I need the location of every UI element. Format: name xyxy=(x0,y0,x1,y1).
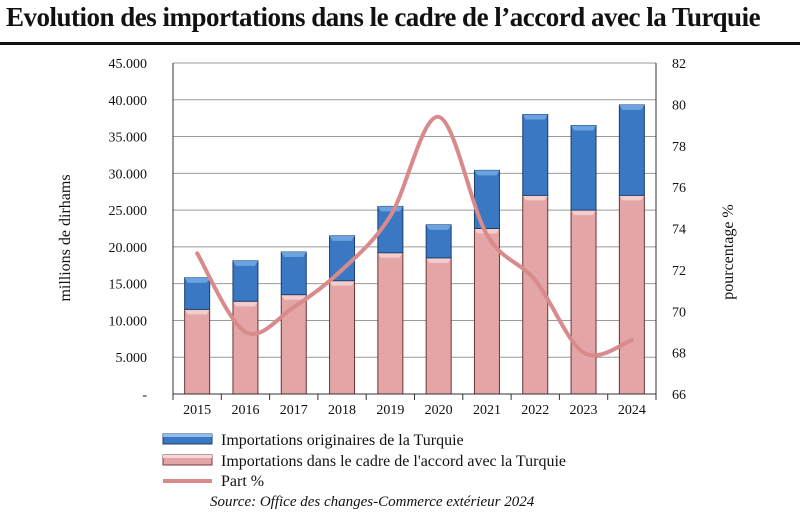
legend-label-part: Part % xyxy=(221,473,264,490)
y-tick-label-left: 10.000 xyxy=(109,314,148,329)
bar-accord-top xyxy=(426,257,452,263)
bar-accord-top xyxy=(571,210,597,216)
x-tick-label: 2022 xyxy=(521,403,549,418)
x-tick-label: 2024 xyxy=(618,403,646,418)
x-tick-label: 2015 xyxy=(183,403,211,418)
bar-originaires xyxy=(618,104,645,196)
y-tick-label-right: 66 xyxy=(672,388,686,403)
y-tick-label-right: 70 xyxy=(672,305,686,320)
y-axis-label-right: pourcentage % xyxy=(720,204,737,300)
axes: - 5.000 10.000 15.000 20.000 25.000 30.000 35.0… xyxy=(109,57,687,418)
x-tick-label: 2023 xyxy=(570,403,598,418)
bar-accord xyxy=(232,300,259,395)
bar-originaires xyxy=(280,251,307,296)
bar-originaires-top xyxy=(474,170,500,176)
bar-originaires-top xyxy=(571,125,597,131)
x-tick-label: 2018 xyxy=(328,403,356,418)
y-tick-label-left: 35.000 xyxy=(109,131,148,146)
bar-accord-top xyxy=(522,195,548,201)
y-tick-label-left: 20.000 xyxy=(109,241,148,256)
part-line-group xyxy=(195,114,634,358)
bar-accord-top xyxy=(281,294,307,300)
bar-originaires xyxy=(184,277,211,310)
bar-originaires-top xyxy=(426,224,452,230)
bar-accord xyxy=(184,308,211,395)
x-tick-label: 2016 xyxy=(231,403,259,418)
bar-accord-top xyxy=(184,309,210,315)
y-tick-label-left: - xyxy=(142,388,147,403)
y-tick-label-right: 76 xyxy=(672,181,686,196)
bar-accord xyxy=(570,209,597,395)
legend-label-accord: Importations dans le cadre de l'accord a… xyxy=(221,453,566,470)
bar-accord xyxy=(280,294,307,395)
bar-originaires xyxy=(425,224,452,259)
y-tick-label-right: 74 xyxy=(672,223,686,238)
bar-originaires xyxy=(329,235,356,282)
y-tick-label-left: 30.000 xyxy=(109,167,148,182)
y-tick-label-left: 40.000 xyxy=(109,94,148,109)
y-axis-label-left: millions de dirhams xyxy=(57,174,74,301)
bar-accord xyxy=(473,228,500,395)
bar-originaires xyxy=(570,125,597,211)
bar-originaires-top xyxy=(281,252,307,258)
bar-originaires xyxy=(232,260,259,302)
bar-originaires xyxy=(522,113,549,196)
legend-swatch-accord-highlight xyxy=(163,455,212,458)
legend-label-originaires: Importations originaires de la Turquie xyxy=(221,432,464,449)
legend: Importations originaires de la Turquie I… xyxy=(162,432,566,490)
y-tick-label-right: 80 xyxy=(672,98,686,113)
legend-swatch-originaires-highlight xyxy=(163,434,212,437)
bar-originaires-top xyxy=(522,114,548,120)
x-tick-label: 2021 xyxy=(473,403,501,418)
bar-accord-top xyxy=(377,252,403,258)
y-tick-label-right: 78 xyxy=(672,140,686,155)
bar-accord-top xyxy=(619,195,645,201)
chart-title: Evolution des importations dans le cadre… xyxy=(6,2,761,32)
x-tick-label: 2020 xyxy=(425,403,453,418)
x-tick-label: 2017 xyxy=(280,403,308,418)
bar-accord-top xyxy=(329,280,355,286)
bar-accord xyxy=(618,194,645,395)
y-tick-label-left: 5.000 xyxy=(116,351,148,366)
y-tick-label-left: 45.000 xyxy=(109,57,148,72)
bar-accord xyxy=(329,280,356,395)
bar-accord xyxy=(425,257,452,395)
y-tick-label-right: 82 xyxy=(672,57,686,72)
y-tick-label-left: 25.000 xyxy=(109,204,148,219)
source-note: Source: Office des changes-Commerce exté… xyxy=(210,494,535,510)
bars xyxy=(184,104,645,395)
bar-originaires-top xyxy=(329,235,355,241)
bar-originaires-top xyxy=(619,104,645,110)
bar-originaires-top xyxy=(184,277,210,283)
part-line xyxy=(195,114,634,358)
bar-originaires-top xyxy=(232,260,258,266)
bar-accord-top xyxy=(232,301,258,307)
title-rule xyxy=(0,42,800,45)
x-tick-label: 2019 xyxy=(376,403,404,418)
bar-originaires-top xyxy=(377,206,403,212)
y-tick-label-right: 72 xyxy=(672,264,686,279)
y-tick-label-right: 68 xyxy=(672,347,686,362)
y-tick-label-left: 15.000 xyxy=(109,278,148,293)
bar-accord xyxy=(377,252,404,395)
